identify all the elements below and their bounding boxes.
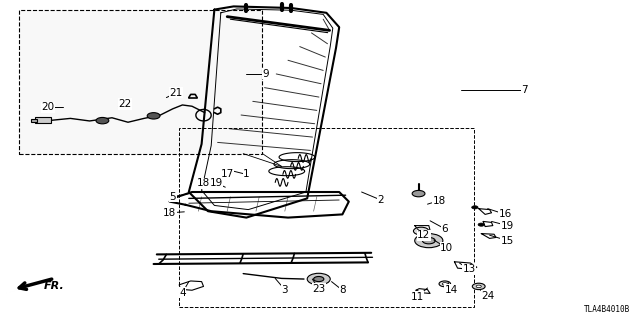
Text: 13: 13 [463, 264, 476, 275]
Text: 14: 14 [445, 284, 458, 295]
Text: 19: 19 [501, 220, 514, 231]
Text: 15: 15 [501, 236, 514, 246]
Text: 18: 18 [197, 178, 210, 188]
Text: TLA4B4010B: TLA4B4010B [584, 305, 630, 314]
Text: 11: 11 [411, 292, 424, 302]
Circle shape [412, 190, 425, 197]
Circle shape [472, 283, 485, 290]
Text: 3: 3 [282, 284, 288, 295]
Circle shape [314, 276, 324, 282]
Text: 4: 4 [179, 288, 186, 298]
Text: 10: 10 [440, 243, 453, 253]
Circle shape [413, 227, 429, 235]
Text: 24: 24 [481, 291, 494, 301]
Text: 18: 18 [433, 196, 445, 206]
Circle shape [422, 237, 435, 244]
Text: 9: 9 [262, 68, 269, 79]
Circle shape [96, 117, 109, 124]
Text: 5: 5 [170, 192, 176, 202]
Text: 17: 17 [221, 169, 234, 180]
Text: 19: 19 [210, 178, 223, 188]
Text: 23: 23 [312, 284, 325, 294]
Text: 20: 20 [42, 102, 54, 112]
Text: 18: 18 [163, 208, 176, 218]
Bar [35, 117, 51, 123]
Bar [31, 119, 37, 122]
Text: 16: 16 [499, 209, 512, 220]
Bar [19, 10, 262, 154]
Circle shape [307, 273, 330, 285]
Circle shape [478, 223, 484, 226]
Circle shape [415, 234, 443, 248]
Text: 7: 7 [522, 84, 528, 95]
Circle shape [476, 285, 481, 288]
Circle shape [472, 206, 478, 209]
Text: 1: 1 [243, 169, 250, 180]
Text: 8: 8 [339, 285, 346, 295]
Text: 2: 2 [378, 195, 384, 205]
Bar [179, 128, 474, 307]
Circle shape [439, 281, 451, 287]
Text: 6: 6 [442, 224, 448, 234]
Text: 12: 12 [417, 230, 430, 240]
Text: 21: 21 [170, 88, 182, 98]
Text: 22: 22 [118, 99, 131, 109]
Circle shape [147, 113, 160, 119]
Text: FR.: FR. [44, 281, 64, 292]
Circle shape [442, 283, 447, 285]
